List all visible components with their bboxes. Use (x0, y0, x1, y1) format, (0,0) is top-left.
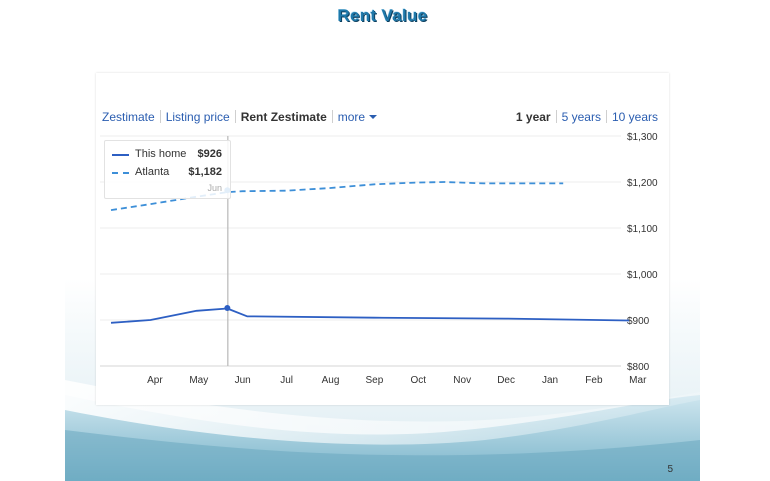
x-tick-label: Sep (366, 375, 384, 386)
y-tick-label: $1,300 (627, 132, 658, 143)
x-tick-label: Aug (322, 375, 340, 386)
y-tick-label: $1,000 (627, 270, 658, 281)
dashed-line-swatch (112, 172, 129, 174)
tab-zestimate[interactable]: Zestimate (102, 110, 155, 124)
slide-title: Rent Value (337, 6, 428, 25)
tab-separator (159, 110, 161, 123)
x-tick-label: May (189, 375, 208, 386)
tab-separator (331, 110, 333, 123)
hover-month-label: Jun (207, 183, 222, 193)
x-tick-label: Jun (235, 375, 251, 386)
page-number: 5 (667, 464, 673, 475)
legend-row-this-home: This home $926 (112, 148, 222, 162)
legend-series-name: Atlanta (135, 166, 170, 178)
range-10-years[interactable]: 10 years (611, 110, 658, 124)
wave-background (65, 380, 700, 481)
time-range-tabs: 1 year 5 years 10 years (516, 110, 658, 124)
y-tick-label: $1,100 (627, 224, 658, 235)
y-tick-label: $900 (627, 316, 650, 327)
y-tick-label: $1,200 (627, 178, 658, 189)
x-tick-label: Oct (411, 375, 427, 386)
legend-row-atlanta: Atlanta $1,182 (112, 166, 222, 180)
x-tick-label: Dec (497, 375, 515, 386)
legend-series-value: $1,182 (188, 166, 222, 178)
data-type-tabs: Zestimate Listing price Rent Zestimate more (102, 110, 378, 124)
tab-separator (555, 110, 557, 123)
legend-series-name: This home (135, 148, 187, 160)
x-tick-label: Nov (453, 375, 471, 386)
hover-legend: This home $926 Atlanta $1,182 Jun (104, 140, 231, 199)
hover-point (224, 305, 231, 312)
x-tick-label: Jul (280, 375, 293, 386)
more-dropdown[interactable]: more (337, 110, 378, 124)
chart-card: $800 $900 $1,000 $1,100 $1,200 $1,300 Apr May Ju… (96, 73, 669, 405)
y-tick-label: $800 (627, 362, 650, 373)
x-tick-label: Mar (629, 375, 647, 386)
line-chart[interactable]: $800 $900 $1,000 $1,100 $1,200 $1,300 Apr May Ju… (96, 73, 669, 405)
more-label: more (337, 110, 366, 124)
solid-line-swatch (112, 154, 129, 156)
tab-separator (234, 110, 236, 123)
series-line-this-home (110, 307, 630, 324)
range-5-years[interactable]: 5 years (561, 110, 601, 124)
legend-series-value: $926 (197, 148, 222, 160)
tab-rent-zestimate[interactable]: Rent Zestimate (240, 110, 327, 124)
tab-separator (605, 110, 607, 123)
series-line-atlanta (110, 181, 564, 211)
x-tick-label: Jan (542, 375, 558, 386)
x-tick-label: Apr (147, 375, 163, 386)
tab-listing-price[interactable]: Listing price (165, 110, 230, 124)
caret-down-icon (369, 115, 378, 119)
x-tick-label: Feb (585, 375, 603, 386)
range-1-year[interactable]: 1 year (515, 110, 551, 124)
